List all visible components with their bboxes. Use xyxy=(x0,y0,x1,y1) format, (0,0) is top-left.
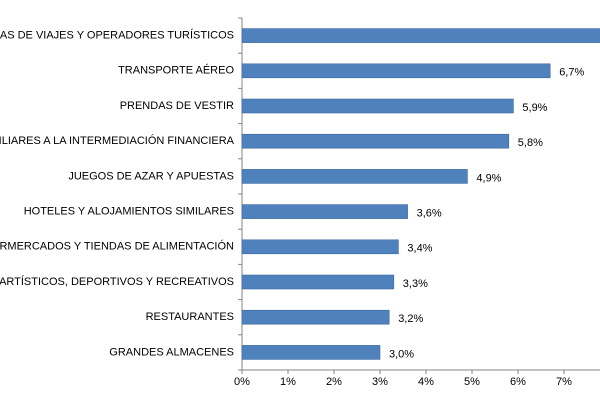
value-label: 6,7% xyxy=(559,67,584,79)
y-tick-label: PRENDAS DE VESTIR xyxy=(120,100,234,112)
bar xyxy=(241,133,510,149)
x-tick-label: 6% xyxy=(510,376,526,388)
x-tick-label: 0% xyxy=(234,376,250,388)
y-tick-label: ERMERCADOS Y TIENDAS DE ALIMENTACIÓN xyxy=(0,240,234,253)
bar xyxy=(241,28,600,43)
y-tick-label: TRANSPORTE AÉREO xyxy=(118,64,234,77)
value-label: 5,9% xyxy=(522,102,547,114)
bar xyxy=(241,98,514,114)
y-tick-label: JUEGOS DE AZAR Y APUESTAS xyxy=(68,170,234,182)
bar xyxy=(241,345,381,360)
bar xyxy=(241,274,395,290)
value-label: 3,0% xyxy=(389,348,414,360)
value-label: 3,3% xyxy=(403,278,428,290)
value-label: 5,8% xyxy=(518,137,543,149)
value-label: 3,2% xyxy=(398,313,423,325)
bar xyxy=(241,204,408,219)
x-tick-label: 5% xyxy=(464,376,480,388)
bar xyxy=(241,169,468,184)
y-tick-label: RESTAURANTES xyxy=(146,311,234,323)
y-tick-label: CIAS DE VIAJES Y OPERADORES TURÍSTICOS xyxy=(0,29,234,42)
bar xyxy=(241,239,399,255)
x-tick-label: 4% xyxy=(418,376,434,388)
x-tick-label: 2% xyxy=(326,376,342,388)
y-tick-label: S ARTÍSTICOS, DEPORTIVOS Y RECREATIVOS xyxy=(0,275,234,288)
y-tick-label: HOTELES Y ALOJAMIENTOS SIMILARES xyxy=(24,206,234,218)
x-tick-label: 3% xyxy=(372,376,388,388)
bar xyxy=(241,63,551,79)
y-tick-label: GRANDES ALMACENES xyxy=(109,346,234,358)
y-tick-label: XILIARES A LA INTERMEDIACIÓN FINANCIERA xyxy=(0,134,235,147)
value-label: 3,4% xyxy=(407,243,432,255)
value-label: 3,6% xyxy=(417,208,442,220)
bar xyxy=(241,309,390,325)
x-tick-label: 7% xyxy=(556,376,572,388)
x-tick-label: 1% xyxy=(280,376,296,388)
value-label: 4,9% xyxy=(476,172,501,184)
